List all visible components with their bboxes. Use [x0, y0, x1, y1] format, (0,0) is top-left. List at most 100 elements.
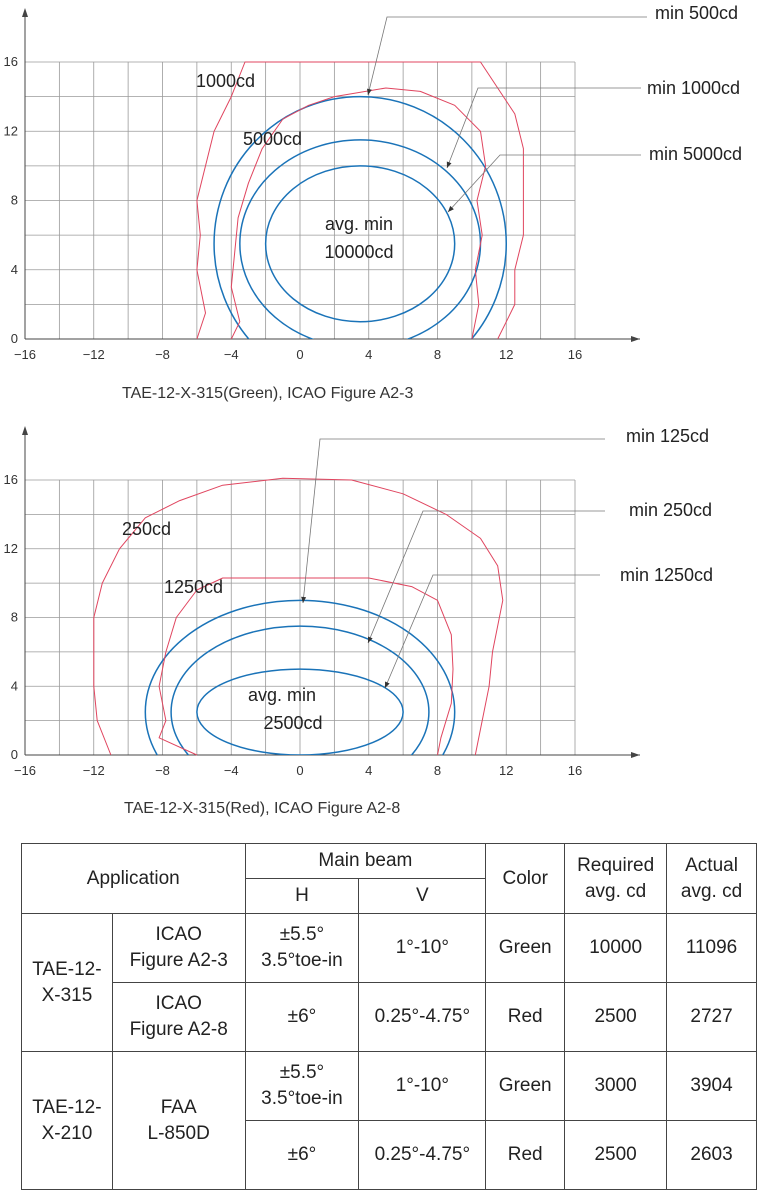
header-application: Application [21, 843, 246, 914]
label-avg-min: avg. min [325, 214, 393, 234]
callout-3: min 1250cd [620, 565, 713, 585]
standard-line2: L-850D [147, 1122, 210, 1144]
x-axis-arrow-icon [631, 336, 640, 342]
standard-line2: Figure A2-8 [129, 1019, 228, 1040]
actual-cell: 2727 [666, 982, 757, 1052]
x-tick-label: 4 [365, 763, 372, 778]
y-tick-label: 16 [4, 472, 18, 487]
required-cell: 2500 [564, 1120, 668, 1190]
label-avg-value: 2500cd [263, 713, 322, 733]
axes [22, 8, 640, 342]
label-inner-measured: 5000cd [243, 129, 302, 149]
callout-arrow-icon [301, 596, 307, 603]
callout-leader-line [302, 438, 605, 604]
x-tick-label: −8 [155, 763, 170, 778]
standard-cell: FAA L-850D [111, 1051, 246, 1190]
y-tick-label: 16 [4, 54, 18, 69]
label-inner-measured: 1250cd [164, 577, 223, 597]
label-avg-min: avg. min [248, 685, 316, 705]
standard-line1: FAA [160, 1096, 197, 1118]
min-intensity-ellipse [213, 95, 507, 339]
measured-curve [93, 477, 504, 756]
callout-arrow-icon [385, 681, 390, 688]
standard-line1: ICAO [155, 993, 202, 1014]
chart-caption: TAE-12-X-315(Red), ICAO Figure A2-8 [124, 800, 400, 817]
required-cell: 2500 [564, 982, 668, 1052]
callout-3: min 5000cd [649, 144, 742, 164]
table-row: TAE-12- X-315 ICAO Figure A2-3 ±5.5° 3.5… [21, 913, 757, 1052]
grid [24, 479, 576, 756]
header-h: H [244, 878, 360, 914]
header-actual-line1: Actual [685, 854, 738, 876]
color-cell: Green [485, 913, 566, 983]
header-actual: Actual avg. cd [666, 843, 757, 914]
model-line1: TAE-12- [32, 1096, 102, 1118]
grid [24, 61, 576, 340]
y-tick-label: 12 [4, 541, 18, 556]
y-tick-label: 4 [11, 262, 18, 277]
required-cell: 3000 [564, 1051, 668, 1121]
callout-1: min 125cd [626, 426, 709, 446]
callout-arrow-icon [366, 88, 372, 95]
callout-leaders [301, 438, 605, 689]
series [196, 61, 524, 340]
actual-cell: 3904 [666, 1051, 757, 1121]
x-tick-label: 12 [499, 347, 513, 362]
y-tick-label: 0 [11, 747, 18, 762]
model-cell: TAE-12- X-210 [21, 1051, 113, 1190]
actual-cell: 2603 [666, 1120, 757, 1190]
x-tick-label: −12 [83, 347, 105, 362]
v-cell: 0.25°-4.75° [358, 982, 487, 1052]
x-tick-label: 8 [434, 763, 441, 778]
h-cell: ±6° [244, 982, 360, 1052]
callout-arrow-icon [368, 636, 373, 643]
h-cell: ±5.5° 3.5°toe-in [244, 1051, 360, 1121]
model-line1: TAE-12- [32, 958, 102, 980]
chart-green: −16 −12 −8 −4 0 4 8 12 16 0 4 8 12 16 1000cd 5000cd a… [4, 3, 743, 402]
measured-curve [230, 87, 487, 340]
standard-line2: Figure A2-3 [129, 950, 228, 971]
x-tick-label: 0 [296, 763, 303, 778]
x-tick-label: 4 [365, 347, 372, 362]
standard-line1: ICAO [155, 924, 202, 945]
min-intensity-ellipse [196, 668, 404, 755]
x-tick-label: 8 [434, 347, 441, 362]
actual-cell: 11096 [666, 913, 757, 983]
callout-2: min 1000cd [647, 78, 740, 98]
y-tick-label: 12 [4, 123, 18, 138]
label-outer-measured: 250cd [122, 519, 171, 539]
x-tick-label: 0 [296, 347, 303, 362]
callout-1: min 500cd [655, 3, 738, 23]
table-row: TAE-12- X-210 FAA L-850D ±5.5° 3.5°toe-i… [21, 1051, 757, 1190]
h-cell: ±5.5° 3.5°toe-in [244, 913, 360, 983]
h-line2: 3.5°toe-in [261, 1088, 343, 1109]
y-tick-label: 8 [11, 610, 18, 625]
header-required-line1: Required [577, 854, 655, 876]
measured-curve [158, 577, 454, 756]
callout-leader-line [367, 16, 647, 96]
x-tick-label: −8 [155, 347, 170, 362]
chart-caption: TAE-12-X-315(Green), ICAO Figure A2-3 [122, 385, 413, 402]
callout-leader-line [446, 87, 641, 169]
min-intensity-ellipse [170, 625, 430, 755]
series [93, 477, 504, 756]
x-axis-arrow-icon [631, 752, 640, 758]
y-tick-label: 8 [11, 193, 18, 208]
spec-table: Application Main beam Color Required avg… [21, 843, 757, 1190]
standard-cell: ICAO Figure A2-8 [111, 982, 246, 1052]
v-cell: 1°-10° [358, 913, 487, 983]
x-tick-label: −4 [224, 347, 239, 362]
min-intensity-ellipse [144, 599, 456, 755]
tick-labels: −16 −12 −8 −4 0 4 8 12 16 0 4 8 12 16 [4, 472, 583, 778]
label-outer-measured: 1000cd [196, 71, 255, 91]
min-intensity-ellipse [264, 165, 456, 323]
header-main-beam: Main beam [244, 843, 487, 879]
x-tick-label: −12 [83, 763, 105, 778]
callout-leader-line [384, 574, 600, 689]
callout-arrow-icon [446, 161, 452, 168]
x-tick-label: −16 [14, 347, 36, 362]
x-tick-label: 12 [499, 763, 513, 778]
callout-leaders [366, 16, 647, 213]
header-required: Required avg. cd [564, 843, 668, 914]
callout-2: min 250cd [629, 500, 712, 520]
